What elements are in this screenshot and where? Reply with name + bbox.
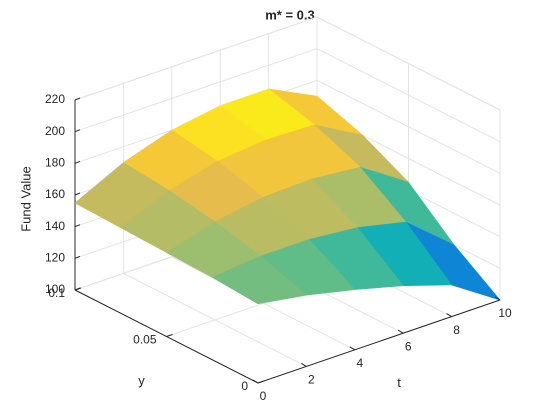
z-tick-label: 140 bbox=[45, 219, 65, 233]
y-tick bbox=[257, 380, 265, 384]
z-tick bbox=[74, 224, 81, 228]
box-edge bbox=[316, 16, 501, 111]
x-tick-label: 0 bbox=[260, 389, 267, 403]
z-tick-label: 180 bbox=[45, 156, 65, 170]
x-tick bbox=[494, 296, 501, 301]
chart-title: m* = 0.3 bbox=[265, 7, 315, 22]
z-tick-label: 160 bbox=[45, 187, 65, 201]
z-tick-label: 100 bbox=[45, 282, 65, 296]
z-tick bbox=[74, 97, 81, 101]
x-tick bbox=[349, 346, 356, 351]
z-tick-label: 200 bbox=[45, 124, 65, 138]
x-tick bbox=[252, 379, 259, 384]
z-tick bbox=[74, 129, 81, 133]
z-tick bbox=[74, 160, 81, 164]
y-axis-label: y bbox=[138, 373, 145, 388]
y-tick bbox=[74, 287, 82, 291]
x-tick-label: 10 bbox=[498, 306, 512, 320]
box-edge bbox=[74, 16, 318, 101]
x-tick-label: 8 bbox=[453, 323, 460, 337]
y-tick-label: 0 bbox=[241, 379, 248, 393]
z-tick-label: 220 bbox=[45, 92, 65, 106]
x-tick bbox=[446, 313, 452, 318]
x-tick-label: 2 bbox=[308, 373, 315, 387]
z-tick bbox=[74, 255, 81, 259]
x-tick bbox=[301, 362, 307, 367]
x-tick-label: 6 bbox=[405, 339, 412, 353]
y-tick bbox=[166, 334, 173, 337]
grid-line bbox=[74, 48, 318, 133]
surface-patch bbox=[211, 255, 308, 305]
x-tick-label: 4 bbox=[356, 356, 363, 370]
z-tick bbox=[74, 192, 81, 196]
y-tick-label: 0.1 bbox=[48, 286, 65, 300]
y-tick-label: 0.05 bbox=[133, 333, 157, 347]
z-tick-label: 120 bbox=[45, 251, 65, 265]
x-tick bbox=[397, 329, 404, 334]
x-axis-label: t bbox=[397, 375, 401, 390]
z-axis-label: Fund Value bbox=[18, 166, 33, 232]
x-axis bbox=[257, 299, 501, 384]
